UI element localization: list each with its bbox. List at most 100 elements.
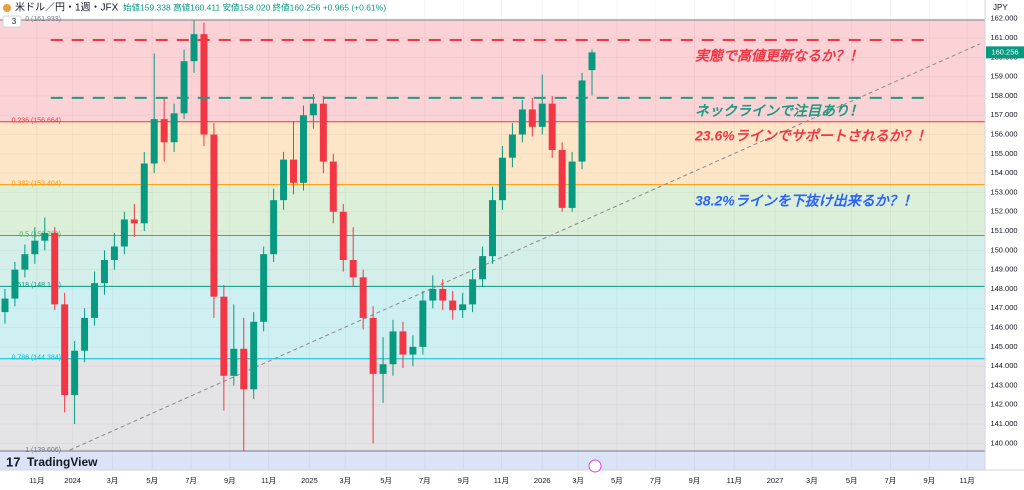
last-price-box xyxy=(986,46,1024,59)
candle-body xyxy=(41,232,49,241)
y-tick-label: 141.000 xyxy=(990,419,1017,428)
candle-body xyxy=(91,283,99,318)
y-tick-label: 159.000 xyxy=(990,72,1017,81)
x-tick-label: 2024 xyxy=(64,476,81,485)
candle-body xyxy=(489,200,496,257)
x-tick-label: 2026 xyxy=(534,476,551,485)
y-tick-label: 162.000 xyxy=(990,14,1017,23)
x-tick-label: 7月 xyxy=(419,476,431,485)
x-tick-label: 3月 xyxy=(806,476,818,485)
candle-body xyxy=(479,256,487,280)
candle-body xyxy=(220,296,228,376)
candle-body xyxy=(51,232,59,305)
candle-body xyxy=(439,288,447,301)
annotation: 実態で高値更新なるか？！ xyxy=(695,48,863,64)
y-tick-label: 143.000 xyxy=(990,380,1017,389)
candle-body xyxy=(459,304,467,311)
x-tick-label: 11月 xyxy=(959,476,974,485)
candle-body xyxy=(270,200,278,255)
y-tick-label: 149.000 xyxy=(990,265,1017,274)
x-tick-label: 7月 xyxy=(650,476,662,485)
candle-body xyxy=(329,161,337,212)
candle-body xyxy=(81,317,89,351)
x-tick-label: 2027 xyxy=(767,476,784,485)
x-tick-label: 11月 xyxy=(494,476,509,485)
brand-mark: 17 xyxy=(6,454,20,469)
x-tick-label: 3月 xyxy=(572,476,584,485)
candle-body xyxy=(449,300,457,311)
candle-body xyxy=(578,80,586,162)
candle-body xyxy=(419,300,427,347)
candle-body xyxy=(568,161,576,208)
ohlc-header: 始値159.338 高値160.411 安値158.020 終値160.256 … xyxy=(123,2,386,12)
candle-body xyxy=(230,348,238,376)
candle-body xyxy=(319,103,327,162)
candle-body xyxy=(349,259,357,278)
trendline xyxy=(69,43,981,451)
last-price-label: 160.256 xyxy=(991,47,1018,56)
candle-body xyxy=(369,317,377,374)
y-tick-label: 155.000 xyxy=(990,149,1017,158)
x-tick-label: 3月 xyxy=(107,476,119,485)
candle-body xyxy=(31,240,39,255)
y-tick-label: 156.000 xyxy=(990,130,1017,139)
annotation: 38.2%ラインを下抜け出来るか？！ xyxy=(695,193,917,209)
y-tick-label: 150.000 xyxy=(990,245,1017,254)
plot-area: 0 (161.933) 0.236 (156.664) 0.382 (153.404… xyxy=(0,0,985,470)
candle-body xyxy=(200,34,208,135)
candle-body xyxy=(71,350,79,396)
x-tick-label: 7月 xyxy=(185,476,197,485)
candle-body xyxy=(150,119,158,164)
y-tick-label: 151.000 xyxy=(990,226,1017,235)
fib-label: 0.618 (148.135) xyxy=(12,282,61,289)
candle-body xyxy=(180,61,188,114)
fib-label: 0.786 (144.384) xyxy=(12,355,61,362)
x-tick-label: 9月 xyxy=(689,476,701,485)
candle-body xyxy=(11,269,19,299)
event-icon[interactable] xyxy=(588,459,602,473)
x-tick-label: 11月 xyxy=(727,476,742,485)
x-tick-label: 5月 xyxy=(380,476,392,485)
y-tick-label: 157.000 xyxy=(990,110,1017,119)
candle-body xyxy=(528,109,536,127)
candle-body xyxy=(309,103,317,116)
interval-badge[interactable] xyxy=(2,15,22,28)
fib-label: 0.236 (156.664) xyxy=(12,118,61,125)
candle-body xyxy=(498,157,506,201)
y-tick-label: 146.000 xyxy=(990,323,1017,332)
candle-body xyxy=(399,331,407,355)
candle-body xyxy=(210,134,218,297)
candle-body xyxy=(389,331,397,365)
candle-body xyxy=(429,288,437,301)
x-tick-label: 7月 xyxy=(885,476,897,485)
fib-label: 0 (161.933) xyxy=(25,16,61,23)
candle-body xyxy=(110,246,118,260)
candle-body xyxy=(250,321,258,390)
x-tick-label: 5月 xyxy=(611,476,623,485)
candle-body xyxy=(160,119,168,143)
y-tick-label: 154.000 xyxy=(990,168,1017,177)
y-tick-label: 161.000 xyxy=(990,33,1017,42)
fib-band xyxy=(0,450,985,470)
candle-body xyxy=(260,254,268,322)
x-tick-label: 9月 xyxy=(458,476,470,485)
candle-body xyxy=(409,346,417,355)
fib-band xyxy=(0,286,985,359)
candle-body xyxy=(558,149,566,208)
y-tick-label: 158.000 xyxy=(990,91,1017,100)
annotation: ネックラインで注目あり！ xyxy=(695,103,863,119)
candle-body xyxy=(140,163,148,224)
y-tick-label: 142.000 xyxy=(990,400,1017,409)
candle-body xyxy=(130,219,138,224)
candle-body xyxy=(120,219,128,247)
y-tick-label: 148.000 xyxy=(990,284,1017,293)
candle-body xyxy=(469,279,477,305)
candle-body xyxy=(548,103,556,150)
currency: JPY xyxy=(993,3,1008,12)
candle-body xyxy=(290,159,297,183)
candle-body xyxy=(21,254,29,270)
fib-label: 0.5 (150.769) xyxy=(19,231,61,238)
symbol-icon xyxy=(3,4,11,12)
candle-body xyxy=(538,103,546,127)
